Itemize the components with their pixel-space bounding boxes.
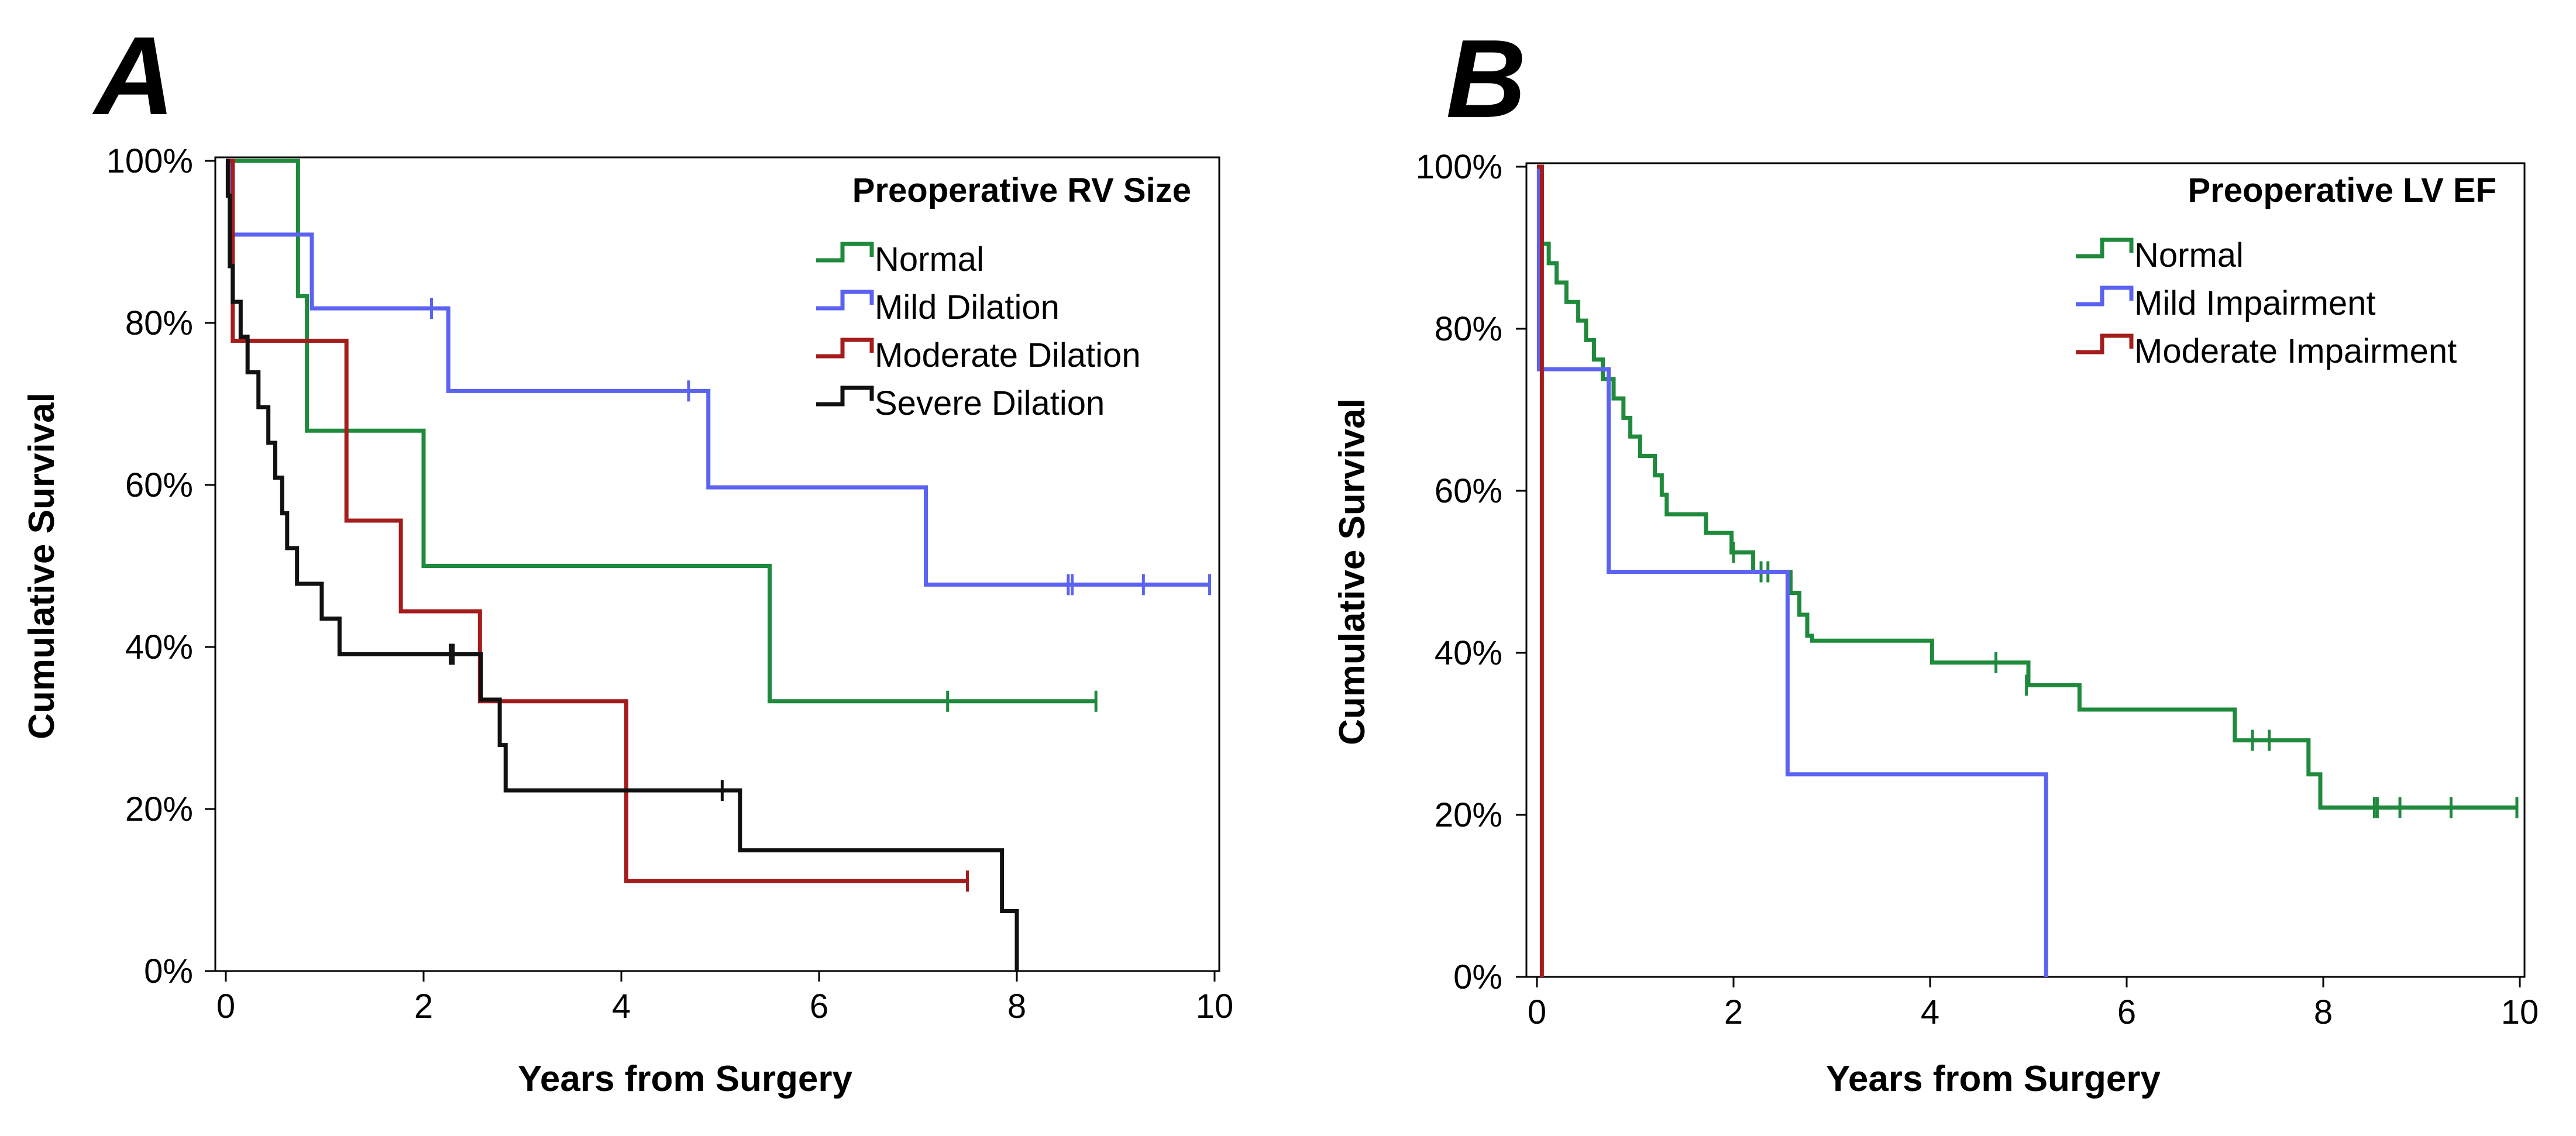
y-tick-label: 0% <box>144 952 193 990</box>
legend-swatch-moderate-dilation <box>816 338 874 359</box>
x-tick-label: 0 <box>216 987 235 1025</box>
survival-curve-severe-dilation <box>225 159 1019 971</box>
chart-panel-a: A 0% 20% 40% 60% 80% 100% 0 2 4 6 8 10 Years from Sur… <box>22 14 1233 1099</box>
legend-title: Preoperative LV EF <box>2188 171 2496 209</box>
x-tick-label: 6 <box>2117 993 2136 1031</box>
legend-label-moderate-impairment: Moderate Impairment <box>2134 332 2457 370</box>
y-tick-label: 60% <box>125 466 193 504</box>
legend-swatch-severe-dilation <box>816 385 874 407</box>
survival-curve-normal <box>1537 164 2517 810</box>
x-tick-label: 2 <box>1724 993 1743 1031</box>
y-axis-label: Cumulative Survival <box>1332 398 1373 745</box>
y-tick-label: 40% <box>1435 634 1502 672</box>
x-tick-label: 2 <box>414 987 433 1025</box>
x-tick-label: 6 <box>810 987 828 1025</box>
legend-label-normal: Normal <box>875 240 984 278</box>
y-tick-label: 80% <box>125 304 193 342</box>
legend-label-moderate-dilation: Moderate Dilation <box>875 336 1141 374</box>
x-tick-label: 8 <box>2314 993 2333 1031</box>
survival-curve-moderate-dilation <box>226 159 968 883</box>
y-tick-label: 0% <box>1453 958 1502 996</box>
legend-swatch-mild-impairment <box>2076 285 2134 307</box>
y-axis-label: Cumulative Survival <box>22 393 62 739</box>
x-tick-label: 10 <box>2501 993 2539 1031</box>
legend-swatch-normal <box>2076 237 2134 259</box>
legend-swatch-normal <box>816 242 874 263</box>
legend-label-mild-impairment: Mild Impairment <box>2134 284 2376 322</box>
survival-curve-moderate-impairment <box>1537 164 1544 977</box>
legend-title: Preoperative RV Size <box>852 171 1191 209</box>
survival-curve-normal <box>226 159 1096 704</box>
x-tick-label: 4 <box>1921 993 1939 1031</box>
legend-label-mild-dilation: Mild Dilation <box>875 288 1060 326</box>
x-tick-label: 10 <box>1196 987 1234 1025</box>
y-tick-label: 40% <box>125 628 193 666</box>
y-tick-label: 20% <box>125 790 193 828</box>
y-tick-label: 100% <box>1416 148 1502 186</box>
y-tick-label: 60% <box>1435 472 1502 510</box>
y-tick-label: 80% <box>1435 310 1502 348</box>
legend-swatch-moderate-impairment <box>2076 333 2134 354</box>
chart-panel-b: B 0% 20% 40% 60% 80% 100% 0 2 4 6 8 10 Years from Sur… <box>1332 17 2539 1099</box>
x-tick-label: 0 <box>1528 993 1546 1031</box>
legend-label-severe-dilation: Severe Dilation <box>875 384 1105 422</box>
x-axis-label: Years from Surgery <box>1826 1059 2161 1099</box>
x-axis-label: Years from Surgery <box>518 1059 853 1099</box>
survival-curve-mild-impairment <box>1536 164 2048 977</box>
panel-label: B <box>1446 17 1526 141</box>
panel-label: A <box>92 14 174 138</box>
y-tick-label: 20% <box>1435 796 1502 834</box>
legend-swatch-mild-dilation <box>816 290 874 311</box>
plot-frame <box>1525 162 2526 978</box>
x-tick-label: 4 <box>612 987 631 1025</box>
x-tick-label: 8 <box>1007 987 1026 1025</box>
legend-label-normal: Normal <box>2134 236 2244 274</box>
plot-frame <box>214 156 1220 972</box>
y-tick-label: 100% <box>106 142 193 180</box>
